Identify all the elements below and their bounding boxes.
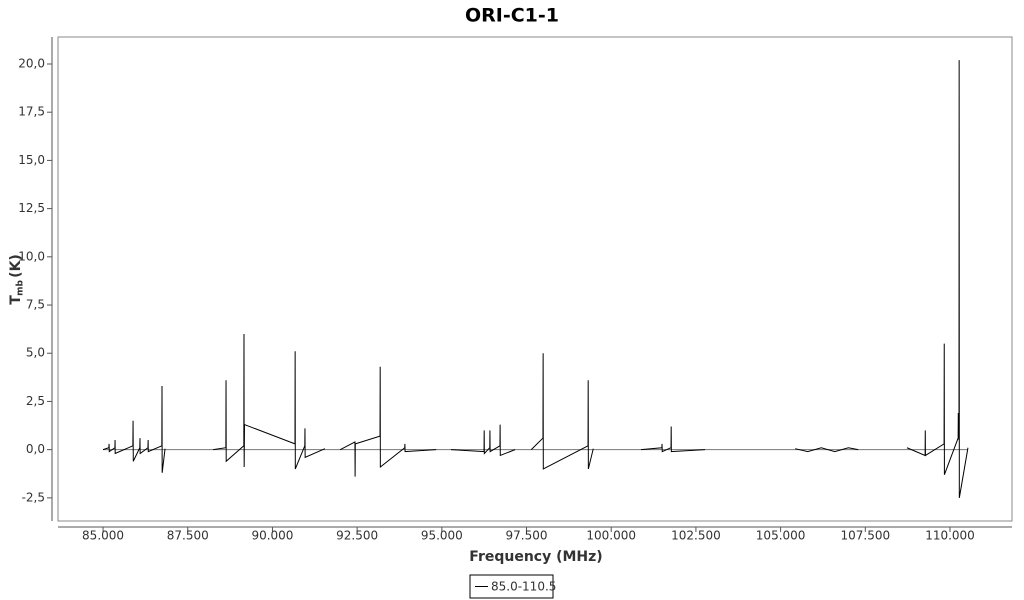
y-tick-label: 7,5 xyxy=(26,298,45,312)
y-tick-label: 5,0 xyxy=(26,346,45,360)
y-axis-symbol: T xyxy=(8,295,24,305)
x-tick-label: 90.000 xyxy=(251,529,293,543)
x-tick-label: 100.000 xyxy=(586,529,636,543)
y-tick-label: 10,0 xyxy=(18,249,45,263)
y-axis-subscript: mb xyxy=(16,280,26,296)
x-tick-label: 92.500 xyxy=(336,529,378,543)
x-tick-label: 87.500 xyxy=(167,529,209,543)
x-tick-label: 102.500 xyxy=(671,529,721,543)
x-tick-label: 95.000 xyxy=(421,529,463,543)
y-tick-label: 0,0 xyxy=(26,442,45,456)
legend-box xyxy=(469,574,554,599)
y-tick-label: 15,0 xyxy=(18,153,45,167)
y-tick-label: 17,5 xyxy=(18,105,45,119)
y-tick-label: 2,5 xyxy=(26,394,45,408)
y-axis-title: T mb (K) xyxy=(8,254,26,305)
spectrum-line xyxy=(102,60,969,498)
y-axis-unit: (K) xyxy=(8,254,24,278)
y-tick-label: -2,5 xyxy=(22,490,45,504)
x-tick-label: 85.000 xyxy=(82,529,124,543)
legend-label: 85.0-110.5 xyxy=(491,580,556,594)
x-tick-label: 105.000 xyxy=(756,529,806,543)
x-tick-label: 97.500 xyxy=(506,529,548,543)
x-axis-title: Frequency (MHz) xyxy=(469,549,602,565)
y-tick-label: 20,0 xyxy=(18,56,45,70)
x-tick-label: 107.500 xyxy=(840,529,890,543)
plot-frame xyxy=(57,36,1013,522)
y-tick-label: 12,5 xyxy=(18,201,45,215)
x-tick-label: 110.000 xyxy=(925,529,975,543)
chart-title: ORI-C1-1 xyxy=(465,5,559,27)
